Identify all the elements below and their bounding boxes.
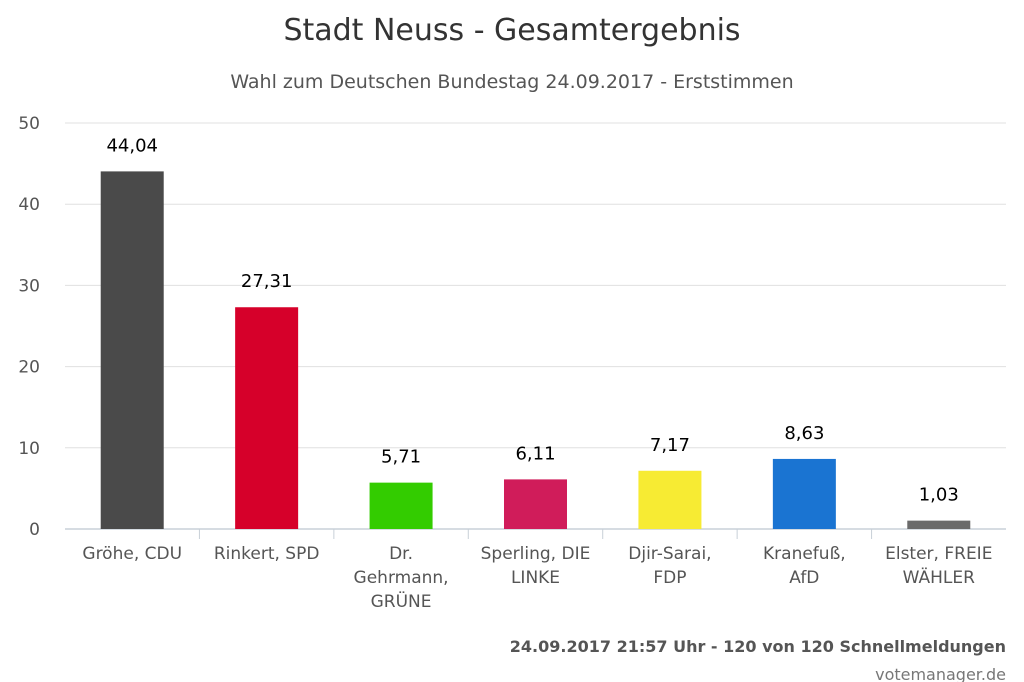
x-tick-label: Elster, FREIE — [885, 544, 992, 564]
data-label: 44,04 — [106, 135, 158, 156]
x-tick-label: Rinkert, SPD — [214, 544, 320, 564]
y-tick-label: 20 — [18, 358, 40, 378]
y-tick-label: 50 — [18, 114, 40, 134]
x-tick-label: Gröhe, CDU — [82, 544, 182, 564]
chart-subtitle: Wahl zum Deutschen Bundestag 24.09.2017 … — [230, 71, 793, 93]
footer-credit[interactable]: votemanager.de — [875, 665, 1006, 682]
bar[interactable] — [235, 307, 299, 529]
x-tick-label: Dr. — [389, 544, 413, 564]
data-label: 5,71 — [381, 447, 421, 468]
x-tick-label: GRÜNE — [371, 590, 432, 612]
y-tick-label: 40 — [18, 195, 40, 215]
bar[interactable] — [369, 482, 433, 529]
y-axis-ticks: 0 10 20 30 40 50 — [18, 114, 40, 540]
data-labels: 44,04 27,31 5,71 6,11 7,17 8,63 1,03 — [106, 135, 958, 505]
x-tick-label: Djir-Sarai, — [628, 544, 711, 564]
y-tick-label: 10 — [18, 439, 40, 459]
bar[interactable] — [772, 458, 836, 529]
x-tick-label: AfD — [789, 568, 819, 588]
bar[interactable] — [100, 171, 164, 529]
bar[interactable] — [504, 479, 567, 529]
x-tick-label: WÄHLER — [903, 567, 976, 588]
x-tick-label: Kranefuß, — [763, 544, 846, 564]
x-tick-label: Sperling, DIE — [481, 544, 591, 564]
bar[interactable] — [907, 520, 971, 529]
data-label: 1,03 — [919, 485, 959, 506]
y-tick-label: 0 — [29, 520, 40, 540]
x-axis-ticks: Gröhe, CDU Rinkert, SPD Dr. Gehrmann,GRÜNE S… — [82, 529, 992, 612]
x-tick-label: FDP — [653, 568, 686, 588]
data-label: 6,11 — [515, 443, 555, 464]
bar[interactable] — [638, 470, 702, 529]
y-tick-label: 30 — [18, 276, 40, 296]
gridlines — [65, 122, 1006, 530]
chart-title: Stadt Neuss - Gesamtergebnis — [283, 13, 740, 48]
x-tick-label: LINKE — [511, 568, 560, 588]
x-tick-label: Gehrmann, — [354, 568, 449, 588]
data-label: 27,31 — [241, 271, 293, 292]
data-label: 7,17 — [650, 435, 690, 456]
bars — [100, 171, 971, 529]
data-label: 8,63 — [784, 423, 824, 444]
footer-status: 24.09.2017 21:57 Uhr - 120 von 120 Schne… — [510, 637, 1006, 656]
